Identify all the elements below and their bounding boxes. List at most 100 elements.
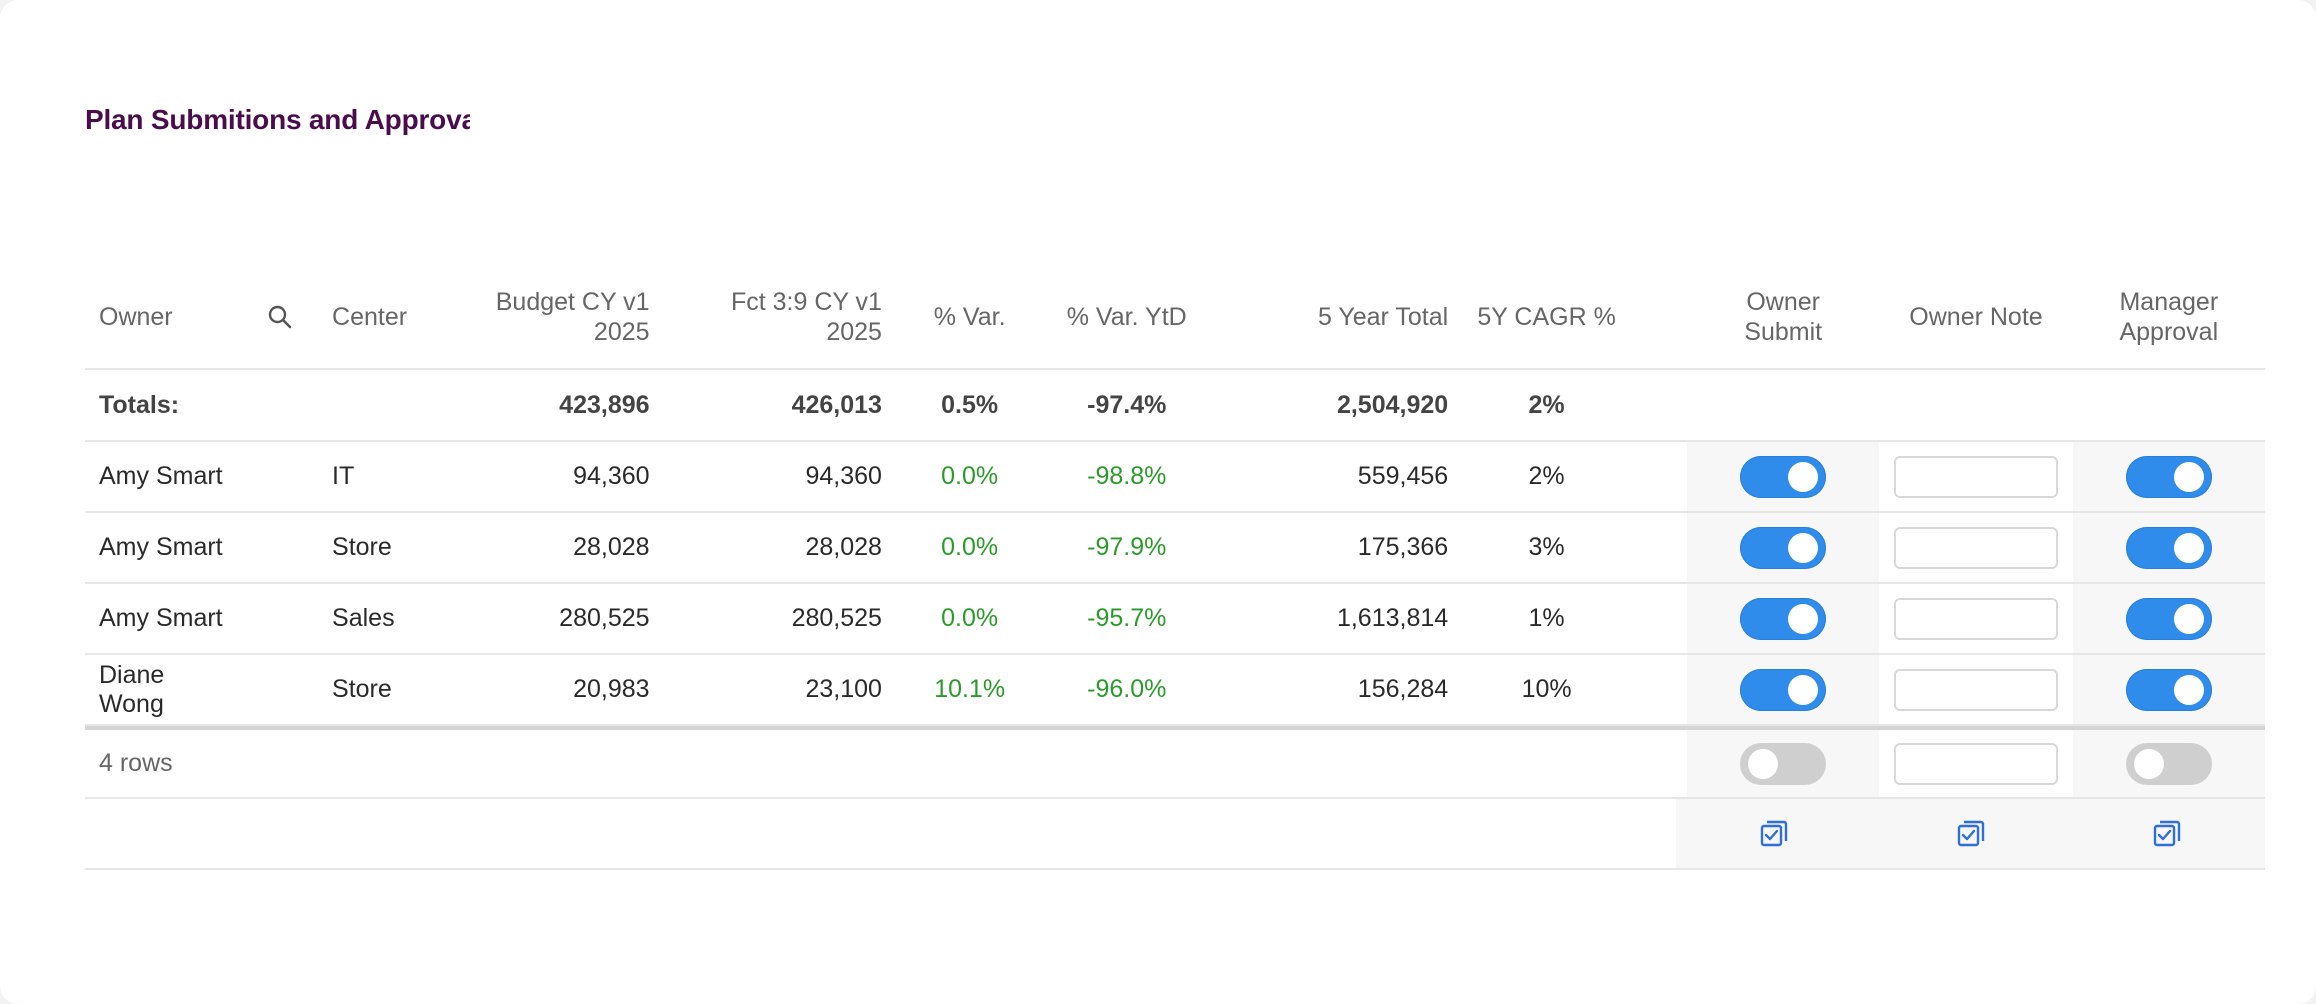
- owner-search-button[interactable]: [242, 265, 318, 368]
- owner-submit-toggle[interactable]: [1740, 455, 1827, 498]
- cell-center: Store: [332, 533, 392, 561]
- cell-budget: 28,028: [573, 533, 650, 561]
- owner-submit-toggle[interactable]: [1740, 526, 1827, 569]
- header-forecast[interactable]: Fct 3:9 CY v1 2025: [664, 265, 896, 368]
- header-cagr[interactable]: 5Y CAGR %: [1477, 302, 1616, 331]
- toggle-knob: [1788, 603, 1819, 634]
- header-owner-submit[interactable]: Owner Submit: [1687, 265, 1879, 368]
- totals-five-year-total: 2,504,920: [1336, 390, 1449, 419]
- toggle-knob: [1788, 461, 1819, 492]
- totals-row: Totals: 423,896 426,013 0.5% -97.4% 2,50…: [85, 370, 2265, 442]
- table-body: Amy Smart IT 94,360 94,360 0.0% -98.8% 5…: [85, 442, 2265, 726]
- toggle-knob: [1747, 748, 1778, 779]
- toggle-knob: [2173, 461, 2204, 492]
- cell-budget: 20,983: [573, 675, 650, 703]
- cell-owner: Amy Smart: [99, 462, 223, 490]
- cell-forecast: 94,360: [805, 462, 882, 490]
- header-var[interactable]: % Var.: [933, 302, 1006, 331]
- cell-center: Sales: [332, 604, 395, 632]
- totals-forecast: 426,013: [791, 390, 882, 419]
- cell-center: IT: [332, 462, 355, 490]
- cell-forecast: 23,100: [805, 675, 882, 703]
- cell-forecast: 280,525: [791, 604, 882, 632]
- manager-approval-toggle[interactable]: [2125, 668, 2212, 711]
- apply-manager-approval-icon[interactable]: [2152, 819, 2182, 849]
- table-header-row: Owner Center Budget CY v1 2025 Fct 3:9 CY…: [85, 265, 2265, 370]
- cell-five-year-total: 175,366: [1357, 533, 1449, 561]
- cell-owner: Amy Smart: [99, 604, 223, 632]
- bulk-owner-note-input[interactable]: [1893, 742, 2058, 785]
- table-footer-row: 4 rows: [85, 726, 2265, 799]
- header-owner[interactable]: Owner: [99, 302, 173, 331]
- cell-budget: 94,360: [573, 462, 650, 490]
- owner-note-input[interactable]: [1893, 526, 2058, 569]
- header-forecast-line1: Fct 3:9 CY v1: [730, 287, 882, 316]
- bulk-owner-submit-toggle[interactable]: [1739, 742, 1826, 785]
- cell-budget: 280,525: [559, 604, 650, 632]
- owner-note-input[interactable]: [1893, 455, 2058, 498]
- toggle-knob: [1788, 532, 1819, 563]
- header-forecast-line2: 2025: [826, 317, 882, 346]
- toggle-knob: [2173, 532, 2204, 563]
- cell-var-ytd: -97.9%: [1087, 533, 1167, 561]
- owner-note-input[interactable]: [1893, 668, 2058, 711]
- manager-approval-toggle[interactable]: [2125, 597, 2212, 640]
- header-budget[interactable]: Budget CY v1 2025: [431, 265, 663, 368]
- apply-row: [85, 799, 2265, 870]
- cell-center: Store: [332, 675, 392, 703]
- header-five-year-total[interactable]: 5 Year Total: [1317, 302, 1449, 331]
- plan-table: Owner Center Budget CY v1 2025 Fct 3:9 CY…: [85, 265, 2265, 870]
- toggle-knob: [2133, 748, 2164, 779]
- totals-label: Totals:: [99, 390, 180, 419]
- manager-approval-toggle[interactable]: [2125, 455, 2212, 498]
- cell-cagr: 2%: [1528, 462, 1565, 490]
- table-row: Amy Smart IT 94,360 94,360 0.0% -98.8% 5…: [85, 442, 2265, 513]
- header-manager-approval-line2: Approval: [2119, 317, 2219, 346]
- manager-approval-toggle[interactable]: [2125, 526, 2212, 569]
- header-budget-line2: 2025: [593, 317, 650, 346]
- cell-cagr: 10%: [1521, 675, 1572, 703]
- cell-var-ytd: -95.7%: [1087, 604, 1167, 632]
- cell-var-ytd: -96.0%: [1087, 675, 1167, 703]
- header-owner-submit-line2: Submit: [1744, 317, 1823, 346]
- owner-note-input[interactable]: [1893, 597, 2058, 640]
- search-icon[interactable]: [267, 304, 293, 330]
- cell-var-ytd: -98.8%: [1087, 462, 1167, 490]
- apply-owner-submit-icon[interactable]: [1759, 819, 1789, 849]
- cell-owner: Diane Wong: [99, 660, 165, 718]
- cell-cagr: 3%: [1528, 533, 1565, 561]
- apply-owner-note-icon[interactable]: [1956, 819, 1986, 849]
- bulk-manager-approval-toggle[interactable]: [2125, 742, 2212, 785]
- cell-forecast: 28,028: [805, 533, 882, 561]
- header-var-ytd[interactable]: % Var. YtD: [1066, 302, 1187, 331]
- owner-submit-toggle[interactable]: [1740, 597, 1827, 640]
- header-owner-submit-line1: Owner: [1746, 287, 1820, 316]
- row-count: 4 rows: [99, 749, 173, 777]
- cell-var: 10.1%: [934, 675, 1006, 703]
- header-budget-line1: Budget CY v1: [495, 287, 650, 316]
- table-row: Amy Smart Sales 280,525 280,525 0.0% -95…: [85, 584, 2265, 655]
- page-title: Plan Submitions and Approvals: [85, 104, 470, 135]
- table-row: Amy Smart Store 28,028 28,028 0.0% -97.9…: [85, 513, 2265, 584]
- cell-owner: Amy Smart: [99, 533, 223, 561]
- totals-budget: 423,896: [559, 390, 650, 419]
- cell-five-year-total: 1,613,814: [1336, 604, 1449, 632]
- owner-submit-toggle[interactable]: [1740, 668, 1827, 711]
- cell-var: 0.0%: [941, 604, 999, 632]
- totals-var-ytd: -97.4%: [1087, 390, 1167, 419]
- cell-five-year-total: 559,456: [1357, 462, 1449, 490]
- toggle-knob: [2173, 603, 2204, 634]
- header-owner-note[interactable]: Owner Note: [1909, 302, 2043, 331]
- header-manager-approval[interactable]: Manager Approval: [2073, 265, 2265, 368]
- table-row: Diane Wong Store 20,983 23,100 10.1% -96…: [85, 655, 2265, 726]
- cell-var: 0.0%: [941, 533, 999, 561]
- totals-var: 0.5%: [941, 390, 999, 419]
- toggle-knob: [1788, 674, 1819, 705]
- header-manager-approval-line1: Manager: [2119, 287, 2219, 316]
- totals-cagr: 2%: [1528, 390, 1565, 419]
- header-center[interactable]: Center: [332, 302, 408, 331]
- toggle-knob: [2173, 674, 2204, 705]
- cell-cagr: 1%: [1528, 604, 1565, 632]
- cell-var: 0.0%: [941, 462, 999, 490]
